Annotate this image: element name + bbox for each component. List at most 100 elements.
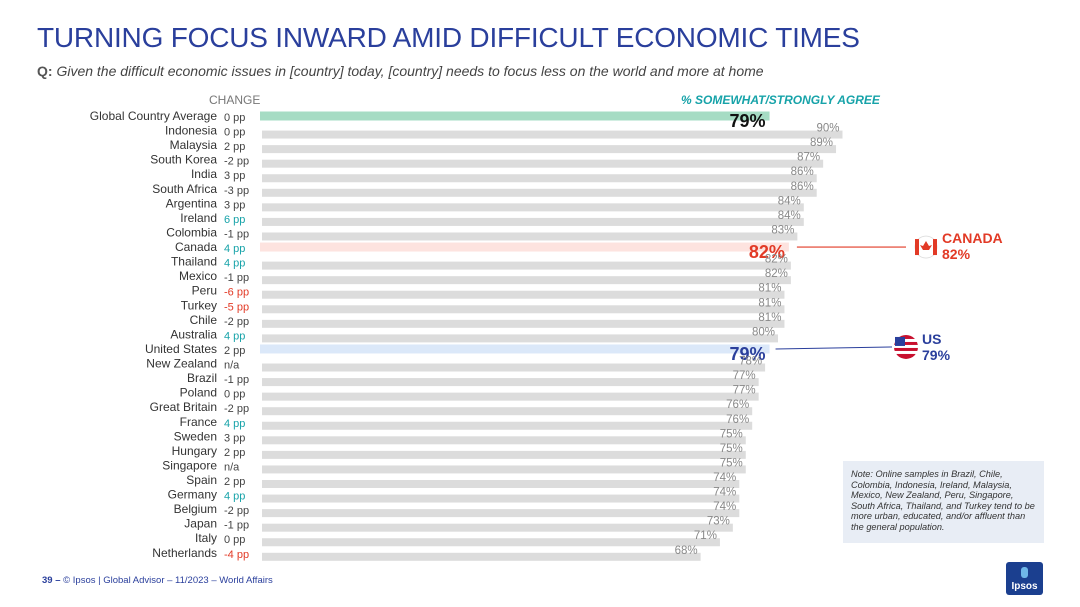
sample-note: Note: Online samples in Brazil, Chile, C… (843, 461, 1044, 543)
category-label-spain: Spain (186, 473, 217, 487)
bar-mexico (262, 276, 791, 285)
category-label-sweden: Sweden (174, 429, 217, 443)
agree-column-header: % SOMEWHAT/STRONGLY AGREE (681, 93, 880, 107)
change-label-belgium: -2 pp (224, 505, 249, 517)
value-label-new-zealand: 78% (739, 356, 762, 368)
us-flag-canton (895, 336, 905, 346)
bar-colombia (262, 232, 798, 241)
category-label-canada: Canada (175, 240, 217, 254)
bar-sweden (262, 436, 746, 445)
category-label-italy: Italy (195, 531, 217, 545)
ipsos-logo-text: Ipsos (1011, 581, 1038, 592)
bar-singapore (262, 465, 746, 474)
page-title: TURNING FOCUS INWARD AMID DIFFICULT ECON… (37, 22, 860, 53)
value-label-argentina: 84% (778, 195, 801, 207)
value-label-singapore: 75% (720, 457, 743, 469)
change-label-japan: -1 pp (224, 520, 249, 532)
change-label-france: 4 pp (224, 418, 245, 430)
bar-poland (262, 392, 759, 401)
value-label-thailand: 82% (765, 254, 788, 266)
bar-new-zealand (262, 363, 766, 372)
change-label-germany: 4 pp (224, 491, 245, 503)
category-label-south-africa: South Africa (152, 182, 217, 196)
category-label-netherlands: Netherlands (152, 546, 217, 560)
bar-south-africa (262, 188, 817, 197)
value-label-turkey: 81% (758, 297, 781, 309)
bar-india (262, 174, 817, 183)
value-label-australia: 80% (752, 326, 775, 338)
bar-netherlands (262, 552, 701, 561)
bar-turkey (262, 305, 785, 314)
bar-ireland (262, 217, 804, 226)
bar-japan (262, 523, 733, 532)
change-label-canada: 4 pp (224, 243, 245, 255)
canada-callout-value: 82% (942, 246, 971, 262)
canada-callout: CANADA 82% (942, 230, 1003, 262)
us-callout-name: US (922, 331, 942, 347)
footer: 39 – © Ipsos | Global Advisor – 11/2023 … (42, 575, 273, 586)
category-label-france: France (180, 415, 218, 429)
us-callout: US 79% (922, 331, 950, 363)
value-label-south-africa: 86% (791, 181, 814, 193)
change-label-spain: 2 pp (224, 476, 245, 488)
change-label-ireland: 6 pp (224, 214, 245, 226)
bar-france (262, 421, 753, 430)
value-label-south-korea: 87% (797, 152, 820, 164)
us-flag-stripe (894, 338, 918, 342)
bar-brazil (262, 378, 759, 387)
value-label-belgium: 74% (713, 501, 736, 513)
change-label-italy: 0 pp (224, 534, 245, 546)
category-label-new-zealand: New Zealand (146, 357, 217, 371)
maple-leaf-icon (920, 241, 932, 251)
value-label-india: 86% (791, 166, 814, 178)
category-label-poland: Poland (180, 386, 217, 400)
category-label-turkey: Turkey (181, 298, 217, 312)
bar-italy (262, 538, 720, 547)
value-label-colombia: 83% (771, 224, 794, 236)
value-label-france: 76% (726, 414, 749, 426)
footer-text: © Ipsos | Global Advisor – 11/2023 – Wor… (63, 575, 273, 586)
change-label-argentina: 3 pp (224, 199, 245, 211)
us-connector-line (775, 346, 893, 350)
value-label-italy: 71% (694, 530, 717, 542)
change-label-india: 3 pp (224, 170, 245, 182)
value-label-global-country-average: 79% (730, 111, 766, 131)
change-label-south-korea: -2 pp (224, 156, 249, 168)
question-label: Q: (37, 63, 53, 79)
value-label-germany: 74% (713, 487, 736, 499)
category-label-indonesia: Indonesia (165, 124, 217, 138)
change-label-mexico: -1 pp (224, 272, 249, 284)
category-label-australia: Australia (170, 327, 217, 341)
category-label-hungary: Hungary (172, 444, 217, 458)
category-label-brazil: Brazil (187, 371, 217, 385)
value-label-hungary: 75% (720, 443, 743, 455)
value-label-indonesia: 90% (816, 123, 839, 135)
canada-callout-name: CANADA (942, 230, 1003, 246)
bar-chile (262, 319, 785, 328)
bar-thailand (262, 261, 791, 270)
us-callout-value: 79% (922, 347, 951, 363)
bar-germany (262, 494, 740, 503)
category-label-ireland: Ireland (180, 211, 217, 225)
value-label-mexico: 82% (765, 268, 788, 280)
change-label-peru: -6 pp (224, 287, 249, 299)
category-label-united-states: United States (145, 342, 217, 356)
category-label-great-britain: Great Britain (150, 400, 217, 414)
change-label-netherlands: -4 pp (224, 549, 249, 561)
change-label-chile: -2 pp (224, 316, 249, 328)
change-label-sweden: 3 pp (224, 432, 245, 444)
change-label-singapore: n/a (224, 461, 240, 473)
canada-flag-right-band (933, 239, 937, 256)
value-label-spain: 74% (713, 472, 736, 484)
category-label-global-country-average: Global Country Average (90, 109, 218, 123)
us-flag-stripe (894, 350, 918, 354)
change-label-colombia: -1 pp (224, 228, 249, 240)
bar-great-britain (262, 407, 753, 416)
ipsos-logo: Ipsos (1006, 562, 1043, 595)
change-label-global-country-average: 0 pp (224, 112, 245, 124)
value-label-ireland: 84% (778, 210, 801, 222)
bar-malaysia (262, 145, 837, 154)
category-label-malaysia: Malaysia (170, 138, 218, 152)
category-label-peru: Peru (192, 284, 217, 298)
change-column-header: CHANGE (209, 93, 261, 107)
